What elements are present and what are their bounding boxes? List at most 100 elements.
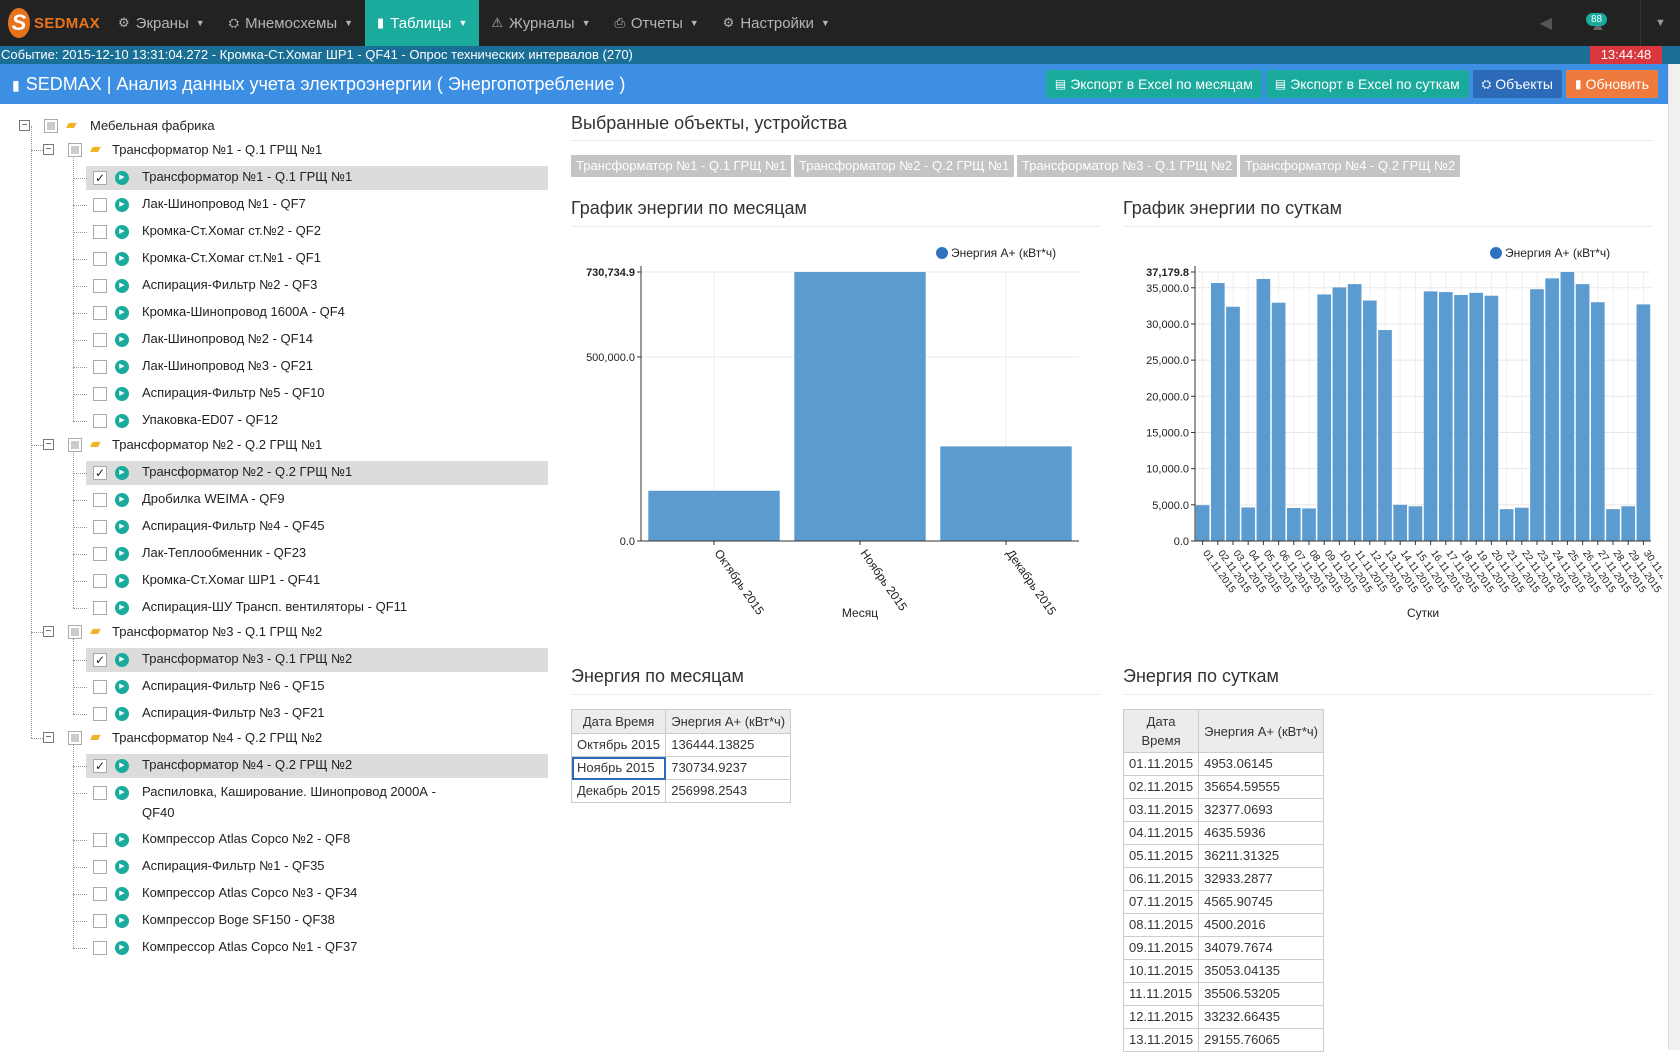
menu-item-4[interactable]: ⚠ Журналы ▼: [479, 0, 602, 46]
bar[interactable]: [1636, 304, 1651, 541]
bar[interactable]: [1438, 292, 1453, 541]
table-cell[interactable]: 29155.76065: [1198, 1028, 1324, 1052]
table-cell[interactable]: 03.11.2015: [1122, 798, 1200, 822]
table-cell[interactable]: 01.11.2015: [1122, 752, 1200, 776]
table-cell[interactable]: 08.11.2015: [1122, 913, 1200, 937]
tree-checkbox[interactable]: [93, 680, 107, 694]
tree-checkbox[interactable]: [93, 914, 107, 928]
table-cell[interactable]: 33232.66435: [1198, 1005, 1324, 1029]
table-cell[interactable]: Декабрь 2015: [570, 779, 667, 803]
table-cell[interactable]: 10.11.2015: [1122, 959, 1200, 983]
selected-object-tag[interactable]: Трансформатор №1 - Q.1 ГРЩ №1: [571, 155, 792, 177]
tree-checkbox[interactable]: [93, 306, 107, 320]
tree-checkbox[interactable]: [93, 601, 107, 615]
table-cell[interactable]: 32933.2877: [1198, 867, 1324, 891]
bar[interactable]: [648, 490, 780, 541]
tree-checkbox[interactable]: [93, 279, 107, 293]
tree-root-label[interactable]: Мебельная фабрика: [90, 118, 215, 133]
bar[interactable]: [1271, 302, 1286, 541]
table-cell[interactable]: 4635.5936: [1198, 821, 1324, 845]
bar[interactable]: [794, 272, 926, 541]
export-months-button[interactable]: ▤ Экспорт в Excel по месяцам: [1045, 70, 1262, 98]
bar[interactable]: [1575, 284, 1590, 541]
menu-item-2[interactable]: ⛭ Мнемосхемы ▼: [217, 0, 365, 46]
menu-item-1[interactable]: ⚙ Экраны ▼: [106, 0, 217, 46]
column-header[interactable]: Дата Время: [1122, 709, 1200, 753]
tree-checkbox[interactable]: [93, 333, 107, 347]
table-cell[interactable]: 4953.06145: [1198, 752, 1324, 776]
table-cell[interactable]: Ноябрь 2015: [570, 756, 667, 780]
collapse-toggle[interactable]: −: [43, 626, 54, 637]
bar[interactable]: [1241, 507, 1256, 541]
bar[interactable]: [1469, 292, 1484, 541]
bar[interactable]: [1530, 289, 1544, 541]
table-cell[interactable]: 06.11.2015: [1122, 867, 1200, 891]
tree-group-label[interactable]: Трансформатор №2 - Q.2 ГРЩ №1: [112, 437, 323, 452]
tree-checkbox[interactable]: [93, 414, 107, 428]
bar[interactable]: [1393, 504, 1408, 541]
table-cell[interactable]: 05.11.2015: [1122, 844, 1200, 868]
tree-checkbox[interactable]: [93, 225, 107, 239]
bar[interactable]: [1332, 287, 1347, 541]
table-cell[interactable]: 32377.0693: [1198, 798, 1324, 822]
collapse-toggle[interactable]: −: [43, 144, 54, 155]
bar[interactable]: [1226, 306, 1240, 541]
menu-item-6[interactable]: ⚙ Настройки ▼: [711, 0, 842, 46]
collapse-toggle[interactable]: −: [43, 732, 54, 743]
bar[interactable]: [1408, 506, 1423, 541]
tree-checkbox[interactable]: ✓: [93, 653, 107, 667]
objects-button[interactable]: ⛭ Объекты: [1472, 70, 1562, 98]
table-cell[interactable]: 34079.7674: [1198, 936, 1324, 960]
tree-checkbox[interactable]: ✓: [93, 759, 107, 773]
table-cell[interactable]: Октябрь 2015: [570, 733, 667, 757]
bar[interactable]: [1195, 505, 1210, 541]
bar[interactable]: [1210, 283, 1225, 541]
column-header[interactable]: Энергия А+ (кВт*ч): [665, 709, 792, 734]
menu-item-5[interactable]: ⎙ Отчеты ▼: [602, 0, 710, 46]
tree-checkbox[interactable]: ✓: [93, 171, 107, 185]
table-cell[interactable]: 07.11.2015: [1122, 890, 1200, 914]
tree-checkbox[interactable]: [93, 387, 107, 401]
tree-group-label[interactable]: Трансформатор №4 - Q.2 ГРЩ №2: [112, 730, 323, 745]
bar[interactable]: [1484, 295, 1499, 541]
bar[interactable]: [1302, 508, 1316, 541]
tree-checkbox[interactable]: [93, 707, 107, 721]
tree-checkbox[interactable]: [93, 574, 107, 588]
table-cell[interactable]: 04.11.2015: [1122, 821, 1200, 845]
table-cell[interactable]: 4565.90745: [1198, 890, 1324, 914]
bar[interactable]: [1514, 507, 1529, 541]
tree-checkbox[interactable]: [93, 860, 107, 874]
export-days-button[interactable]: ▤ Экспорт в Excel по суткам: [1265, 70, 1469, 98]
tree-item[interactable]: [86, 166, 548, 190]
table-cell[interactable]: 256998.2543: [665, 779, 792, 803]
table-cell[interactable]: 730734.9237: [665, 756, 792, 780]
refresh-button[interactable]: ▮ Обновить: [1566, 70, 1658, 98]
bar[interactable]: [1454, 295, 1468, 541]
tree-item[interactable]: [86, 754, 548, 778]
tree-checkbox[interactable]: [68, 438, 82, 452]
tree-checkbox[interactable]: [93, 493, 107, 507]
collapse-toggle[interactable]: −: [43, 439, 54, 450]
table-cell[interactable]: 09.11.2015: [1122, 936, 1200, 960]
table-cell[interactable]: 13.11.2015: [1122, 1028, 1200, 1052]
bar[interactable]: [1347, 284, 1362, 541]
bar[interactable]: [1378, 330, 1392, 541]
tree-checkbox[interactable]: [93, 941, 107, 955]
tree-checkbox[interactable]: [93, 360, 107, 374]
tree-item[interactable]: [86, 461, 548, 485]
tree-checkbox[interactable]: [68, 625, 82, 639]
sedmax-logo[interactable]: S SEDMAX: [0, 0, 106, 46]
bar[interactable]: [1545, 278, 1560, 541]
chevron-down-icon[interactable]: ▼: [1640, 0, 1680, 46]
bar[interactable]: [1317, 294, 1332, 541]
tree-checkbox[interactable]: [93, 833, 107, 847]
column-header[interactable]: Энергия А+ (кВт*ч): [1198, 709, 1324, 753]
tree-group-label[interactable]: Трансформатор №3 - Q.1 ГРЩ №2: [112, 624, 323, 639]
tree-group-label[interactable]: Трансформатор №1 - Q.1 ГРЩ №1: [112, 142, 323, 157]
speaker-icon[interactable]: ◀: [1539, 15, 1552, 32]
table-cell[interactable]: 11.11.2015: [1122, 982, 1200, 1006]
table-cell[interactable]: 4500.2016: [1198, 913, 1324, 937]
tree-checkbox[interactable]: [93, 786, 107, 800]
table-cell[interactable]: 136444.13825: [665, 733, 792, 757]
bar[interactable]: [940, 446, 1072, 541]
